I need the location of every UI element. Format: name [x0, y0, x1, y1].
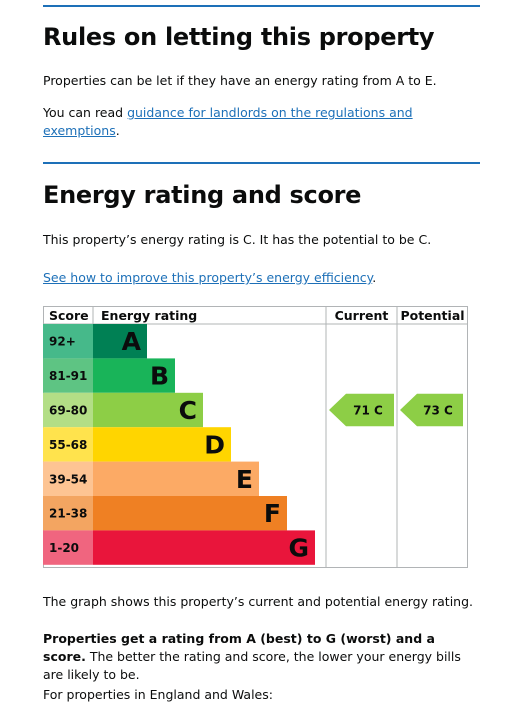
energy-rating-chart: Score Energy rating Current Potential 92+ A 81…	[43, 306, 468, 568]
score-range-c: 69-80	[49, 404, 87, 418]
improve-efficiency-paragraph: See how to improve this property’s energ…	[43, 269, 483, 287]
potential-rating-label: 73 C	[423, 404, 453, 418]
energy-rating-graph: Score Energy rating Current Potential 92+ A 81…	[43, 306, 468, 568]
guidance-landlords-link[interactable]: guidance for landlords on the regulation…	[43, 105, 413, 138]
guidance-suffix: .	[115, 123, 120, 138]
rating-letter-f: F	[264, 499, 281, 528]
rating-letter-b: B	[150, 362, 169, 391]
score-range-e: 39-54	[49, 472, 87, 486]
guidance-paragraph: You can read guidance for landlords on t…	[43, 104, 483, 140]
score-cell-b	[43, 358, 93, 393]
rating-explanation-bold: Properties get a rating from A (best) to…	[43, 631, 435, 664]
rating-bar-d	[93, 427, 231, 462]
energy-rating-summary: This property’s energy rating is C. It h…	[43, 232, 432, 247]
section-title-energy-rating: Energy rating and score	[43, 181, 362, 209]
header-energy-rating: Energy rating	[101, 308, 197, 323]
letting-rules-text: Properties can be let if they have an en…	[43, 73, 437, 88]
current-rating-marker	[329, 393, 394, 427]
rating-bar-b	[93, 358, 175, 393]
score-cell-f	[43, 496, 93, 531]
section-title-letting-rules: Rules on letting this property	[43, 23, 435, 51]
rating-letter-a: A	[122, 327, 142, 356]
score-range-f: 21-38	[49, 507, 87, 521]
section-divider-energy	[43, 162, 480, 164]
graph-description: The graph shows this property’s current …	[43, 594, 473, 609]
current-rating-label: 71 C	[353, 404, 383, 418]
section-divider-top	[43, 5, 480, 7]
guidance-prefix: You can read	[43, 105, 128, 120]
score-range-b: 81-91	[49, 369, 87, 383]
rating-bar-e	[93, 461, 259, 496]
score-cell-a	[43, 324, 93, 359]
rating-explanation-rest: The better the rating and score, the low…	[43, 649, 461, 682]
potential-rating-marker	[400, 393, 463, 427]
score-range-a: 92+	[49, 335, 76, 349]
rating-bar-f	[93, 496, 287, 531]
improve-efficiency-suffix: .	[372, 270, 377, 285]
score-cell-g	[43, 530, 93, 565]
score-range-g: 1-20	[49, 541, 79, 555]
england-wales-heading: For properties in England and Wales:	[43, 687, 273, 702]
score-cell-c	[43, 392, 93, 428]
rating-explanation: Properties get a rating from A (best) to…	[43, 630, 473, 684]
header-score: Score	[49, 308, 89, 323]
header-current: Current	[335, 308, 389, 323]
rating-letter-d: D	[204, 430, 225, 459]
improve-efficiency-link[interactable]: See how to improve this property’s energ…	[43, 270, 373, 285]
score-cell-d	[43, 427, 93, 462]
header-potential: Potential	[400, 308, 464, 323]
rating-bar-c	[93, 392, 203, 428]
rating-letter-c: C	[179, 396, 197, 425]
rating-letter-g: G	[288, 534, 309, 563]
rating-letter-e: E	[236, 465, 253, 494]
rating-bar-a	[93, 324, 147, 359]
score-cell-e	[43, 461, 93, 496]
score-range-d: 55-68	[49, 438, 87, 452]
rating-bar-g	[93, 530, 315, 565]
